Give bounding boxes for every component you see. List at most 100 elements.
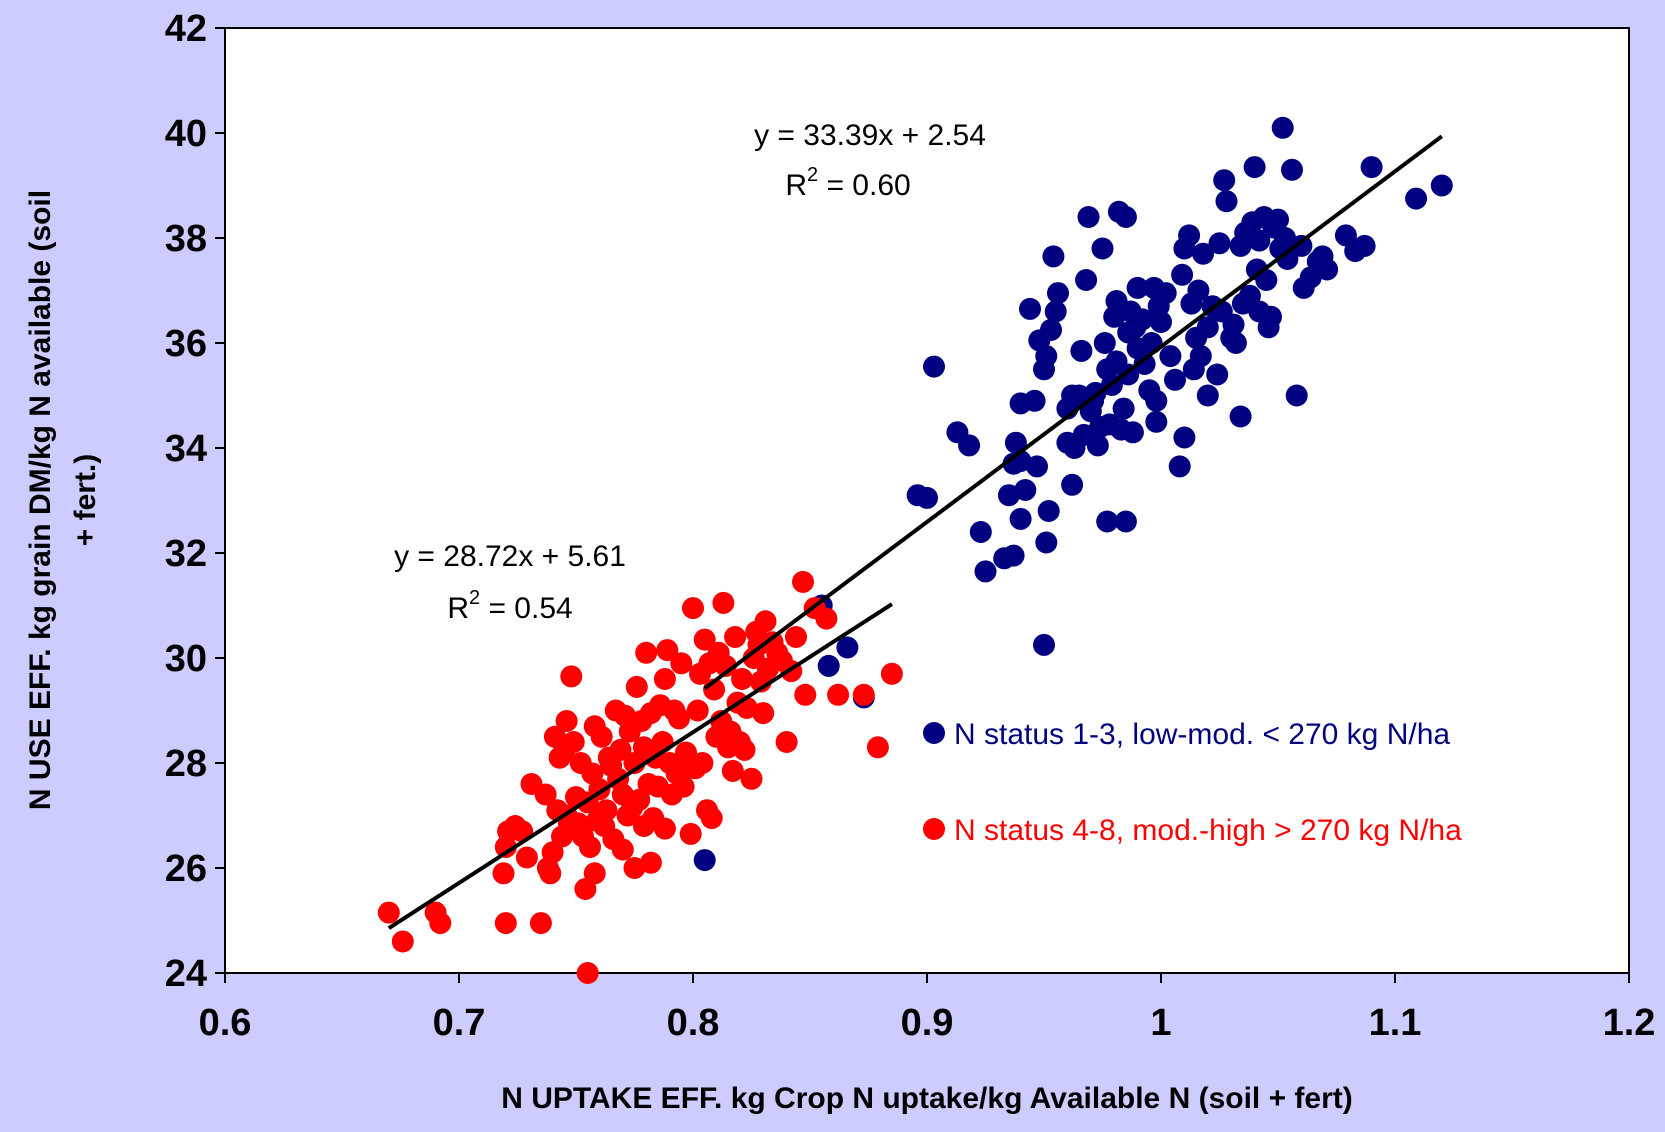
data-point-series-2-50 bbox=[611, 838, 634, 861]
data-point-series-1-41 bbox=[1070, 339, 1093, 362]
data-point-series-1-74 bbox=[1140, 332, 1163, 354]
data-point-series-1-120 bbox=[1267, 208, 1289, 231]
data-point-series-1-3 bbox=[836, 636, 859, 659]
r-squared-series-1: R2 = 0.60 bbox=[785, 164, 910, 202]
data-point-series-2-72 bbox=[653, 817, 676, 840]
data-point-series-1-138 bbox=[1430, 174, 1453, 197]
data-point-series-1-95 bbox=[1196, 316, 1219, 339]
data-point-series-1-94 bbox=[1196, 384, 1219, 407]
x-tick-label: 0.9 bbox=[901, 1002, 954, 1044]
data-point-series-1-92 bbox=[1189, 345, 1212, 368]
y-tick-label: 32 bbox=[165, 533, 207, 575]
data-point-series-1-67 bbox=[1121, 421, 1144, 444]
data-point-series-2-80 bbox=[670, 652, 693, 675]
data-point-series-1-77 bbox=[1145, 389, 1168, 412]
data-point-series-1-100 bbox=[1213, 169, 1236, 192]
data-point-series-1-8 bbox=[923, 355, 945, 378]
data-point-series-1-21 bbox=[1002, 452, 1025, 475]
data-point-series-1-118 bbox=[1260, 305, 1282, 328]
x-tick-label: 0.7 bbox=[433, 1002, 486, 1044]
data-point-series-1-31 bbox=[1040, 318, 1062, 341]
data-point-series-1-84 bbox=[1171, 263, 1194, 286]
data-point-series-2-84 bbox=[679, 822, 702, 845]
data-point-series-1-19 bbox=[1026, 455, 1048, 478]
data-point-series-1-51 bbox=[1093, 332, 1116, 354]
data-point-series-1-80 bbox=[1154, 282, 1177, 305]
legend-marker-series-2 bbox=[923, 818, 945, 840]
data-point-series-1-98 bbox=[1208, 232, 1231, 255]
data-point-series-2-43 bbox=[595, 799, 618, 822]
equation-series-1: y = 33.39x + 2.54 bbox=[754, 119, 986, 152]
data-point-series-1-104 bbox=[1224, 332, 1247, 354]
data-point-series-1-32 bbox=[1042, 245, 1065, 268]
r-squared-label: R bbox=[785, 169, 807, 202]
r-squared-value: = 0.54 bbox=[480, 592, 573, 625]
data-point-series-2-38 bbox=[583, 862, 606, 885]
data-point-series-1-14 bbox=[1002, 544, 1025, 567]
data-point-series-2-49 bbox=[609, 738, 632, 761]
trendline-series-1 bbox=[703, 134, 1443, 691]
r-squared-label: R bbox=[447, 592, 469, 625]
data-point-series-1-20 bbox=[1004, 431, 1027, 454]
data-point-series-1-34 bbox=[1047, 282, 1069, 305]
data-point-series-1-97 bbox=[1206, 363, 1229, 386]
data-point-series-1-29 bbox=[1035, 531, 1058, 554]
data-point-series-1-85 bbox=[1173, 426, 1196, 449]
y-tick-label: 40 bbox=[165, 113, 207, 155]
data-point-series-2-98 bbox=[712, 591, 735, 614]
data-point-series-1-106 bbox=[1229, 405, 1252, 428]
data-point-series-2-129 bbox=[866, 736, 889, 759]
data-point-series-2-16 bbox=[539, 862, 562, 885]
data-point-series-1-135 bbox=[1353, 234, 1376, 257]
data-point-series-2-1 bbox=[377, 901, 400, 924]
x-tick-label: 0.8 bbox=[667, 1002, 720, 1044]
data-point-series-2-124 bbox=[794, 683, 817, 706]
data-point-series-1-62 bbox=[1114, 510, 1137, 533]
data-point-series-2-6 bbox=[492, 862, 515, 885]
data-point-series-2-120 bbox=[775, 731, 798, 753]
y-tick-label: 24 bbox=[165, 953, 207, 995]
y-axis-title-line-1: N USE EFF. kg grain DM/kg N available (s… bbox=[24, 190, 57, 810]
data-point-series-2-66 bbox=[639, 851, 662, 874]
data-point-series-2-35 bbox=[579, 836, 601, 858]
data-point-series-1-82 bbox=[1164, 368, 1186, 391]
data-point-series-1-11 bbox=[969, 521, 992, 543]
data-point-series-1-123 bbox=[1274, 227, 1296, 249]
data-point-series-2-130 bbox=[880, 662, 903, 685]
x-tick-label: 1.1 bbox=[1369, 1002, 1422, 1044]
data-point-series-1-126 bbox=[1285, 384, 1308, 407]
data-point-series-2-89 bbox=[691, 752, 714, 774]
data-point-series-1-101 bbox=[1215, 190, 1238, 213]
data-point-series-2-126 bbox=[815, 607, 838, 630]
data-point-series-2-87 bbox=[686, 699, 709, 722]
data-point-series-1-53 bbox=[1096, 510, 1119, 533]
data-point-series-1-12 bbox=[974, 560, 997, 583]
data-point-series-2-63 bbox=[635, 641, 658, 664]
data-point-series-2-11 bbox=[515, 846, 538, 869]
data-point-series-2-128 bbox=[852, 683, 875, 706]
equation-series-2: y = 28.72x + 5.61 bbox=[394, 540, 626, 573]
data-point-series-2-103 bbox=[724, 626, 747, 648]
data-point-series-2-127 bbox=[827, 683, 850, 706]
data-point-series-1-63 bbox=[1114, 206, 1137, 228]
data-point-series-1-28 bbox=[1037, 500, 1060, 522]
data-point-series-2-123 bbox=[792, 570, 814, 593]
data-point-series-1-27 bbox=[1035, 345, 1058, 368]
data-point-series-1-24 bbox=[1023, 389, 1046, 412]
y-tick-label: 38 bbox=[165, 218, 207, 260]
data-points bbox=[377, 116, 1453, 984]
data-point-series-2-14 bbox=[534, 783, 557, 806]
data-point-series-1-111 bbox=[1243, 156, 1266, 179]
data-point-series-1-10 bbox=[958, 434, 981, 457]
data-point-series-2-109 bbox=[740, 767, 763, 790]
legend: N status 1-3, low-mod. < 270 kg N/ha N s… bbox=[923, 718, 1462, 847]
data-point-series-2-4 bbox=[429, 912, 452, 935]
data-point-series-2-17 bbox=[541, 841, 564, 864]
data-point-series-1-125 bbox=[1281, 158, 1303, 181]
legend-label-series-2: N status 4-8, mod.-high > 270 kg N/ha bbox=[954, 814, 1462, 847]
data-point-series-1-2 bbox=[817, 654, 840, 677]
data-point-series-1-1 bbox=[693, 849, 716, 872]
data-point-series-1-81 bbox=[1159, 345, 1182, 368]
data-point-series-2-41 bbox=[590, 725, 613, 748]
